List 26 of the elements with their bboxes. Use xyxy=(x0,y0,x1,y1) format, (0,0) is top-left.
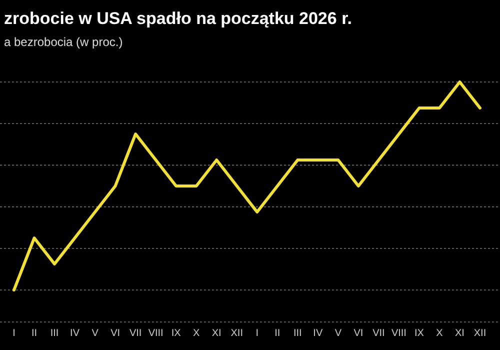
x-tick-label: V xyxy=(334,328,342,339)
x-tick-label: III xyxy=(50,328,59,339)
x-tick-label: II xyxy=(31,328,38,339)
x-tick-label: IX xyxy=(171,328,182,339)
chart-subtitle: a bezrobocia (w proc.) xyxy=(4,35,123,49)
x-tick-label: IV xyxy=(70,328,80,339)
x-tick-label: IV xyxy=(313,328,323,339)
x-tick-label: VI xyxy=(354,328,364,339)
x-tick-label: VI xyxy=(110,328,120,339)
x-tick-label: I xyxy=(12,328,16,339)
x-tick-label: VII xyxy=(129,328,142,339)
x-tick-label: X xyxy=(436,328,444,339)
x-tick-label: X xyxy=(193,328,200,339)
x-tick-label: XI xyxy=(212,328,222,339)
chart-title: zrobocie w USA spadło na początku 2026 r. xyxy=(4,9,352,28)
x-tick-label: IX xyxy=(414,328,424,339)
x-tick-label: XII xyxy=(230,328,243,339)
x-tick-label: V xyxy=(92,328,99,339)
x-tick-label: II xyxy=(274,328,280,339)
x-tick-label: VIII xyxy=(391,328,406,339)
x-tick-label: VIII xyxy=(148,328,164,339)
x-tick-label: III xyxy=(293,328,302,339)
x-tick-label: XII xyxy=(474,328,486,339)
x-tick-label: VII xyxy=(372,328,385,339)
x-tick-label: I xyxy=(256,328,259,339)
x-tick-label: XI xyxy=(455,328,464,339)
